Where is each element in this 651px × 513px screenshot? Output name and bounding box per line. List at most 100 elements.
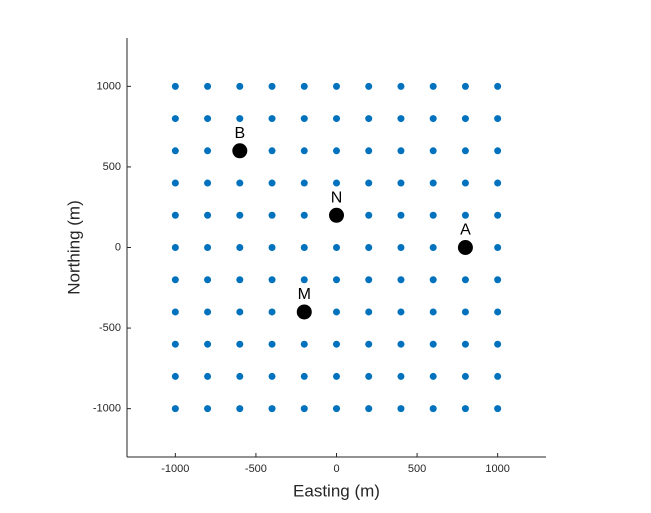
point-label: M [298, 286, 311, 303]
point [236, 82, 244, 90]
point [494, 147, 502, 155]
point [461, 405, 469, 413]
point [236, 179, 244, 187]
point [429, 179, 437, 187]
point [268, 147, 276, 155]
point [204, 115, 212, 123]
point [204, 308, 212, 316]
point [461, 276, 469, 284]
point [397, 115, 405, 123]
point [204, 340, 212, 348]
point [300, 276, 308, 284]
point [429, 340, 437, 348]
point [397, 340, 405, 348]
point [429, 82, 437, 90]
point [171, 244, 179, 251]
point [171, 340, 179, 348]
point [300, 211, 308, 219]
point [365, 372, 373, 380]
point [365, 211, 373, 219]
point [296, 304, 312, 320]
x-tick-label: 1000 [485, 463, 509, 475]
point [461, 82, 469, 90]
point [232, 143, 248, 159]
point [236, 340, 244, 348]
point [333, 340, 340, 348]
point [494, 405, 502, 413]
y-tick-label: 1000 [97, 80, 121, 92]
point [397, 244, 405, 251]
point [397, 405, 405, 413]
point [429, 244, 437, 251]
point [204, 372, 212, 380]
point [300, 340, 308, 348]
point [300, 405, 308, 413]
point [461, 147, 469, 155]
point [171, 372, 179, 380]
point [236, 308, 244, 316]
point [397, 82, 405, 90]
y-tick-label: -1000 [93, 403, 121, 415]
point [204, 276, 212, 284]
point [457, 240, 473, 255]
point [204, 405, 212, 413]
point [429, 276, 437, 284]
point [461, 372, 469, 380]
y-axis-title: Northing (m) [64, 200, 83, 294]
point [397, 211, 405, 219]
point [300, 82, 308, 90]
point [204, 147, 212, 155]
point [204, 244, 212, 251]
y-tick-label: 500 [103, 161, 121, 173]
point [365, 179, 373, 187]
point [397, 179, 405, 187]
point [365, 115, 373, 123]
point-label: N [331, 189, 343, 206]
point [494, 276, 502, 284]
point [494, 115, 502, 123]
point [494, 308, 502, 316]
point [236, 405, 244, 413]
point [333, 276, 340, 284]
point [461, 115, 469, 123]
point [494, 179, 502, 187]
point [494, 244, 502, 251]
point [268, 340, 276, 348]
point [333, 115, 340, 123]
point [171, 211, 179, 219]
point [268, 211, 276, 219]
point [365, 82, 373, 90]
point [429, 115, 437, 123]
point [268, 115, 276, 123]
point [461, 179, 469, 187]
point [236, 276, 244, 284]
x-tick-label: 500 [408, 463, 426, 475]
point [365, 147, 373, 155]
x-tick-label: 0 [333, 463, 339, 475]
y-tick-label: 0 [115, 241, 121, 253]
point [268, 308, 276, 316]
point [300, 372, 308, 380]
point [333, 308, 340, 316]
point [397, 276, 405, 284]
point [333, 405, 340, 413]
point [268, 405, 276, 413]
point [268, 82, 276, 90]
point [333, 244, 340, 251]
point [268, 244, 276, 251]
point [333, 179, 340, 187]
x-tick-label: -500 [245, 463, 267, 475]
point [461, 211, 469, 219]
point [300, 147, 308, 155]
point [204, 211, 212, 219]
point [268, 179, 276, 187]
point-label: A [460, 222, 471, 239]
point [171, 179, 179, 187]
point [171, 82, 179, 90]
point-label: B [234, 125, 245, 142]
point [365, 405, 373, 413]
point [461, 308, 469, 316]
point [333, 82, 340, 90]
point [429, 405, 437, 413]
